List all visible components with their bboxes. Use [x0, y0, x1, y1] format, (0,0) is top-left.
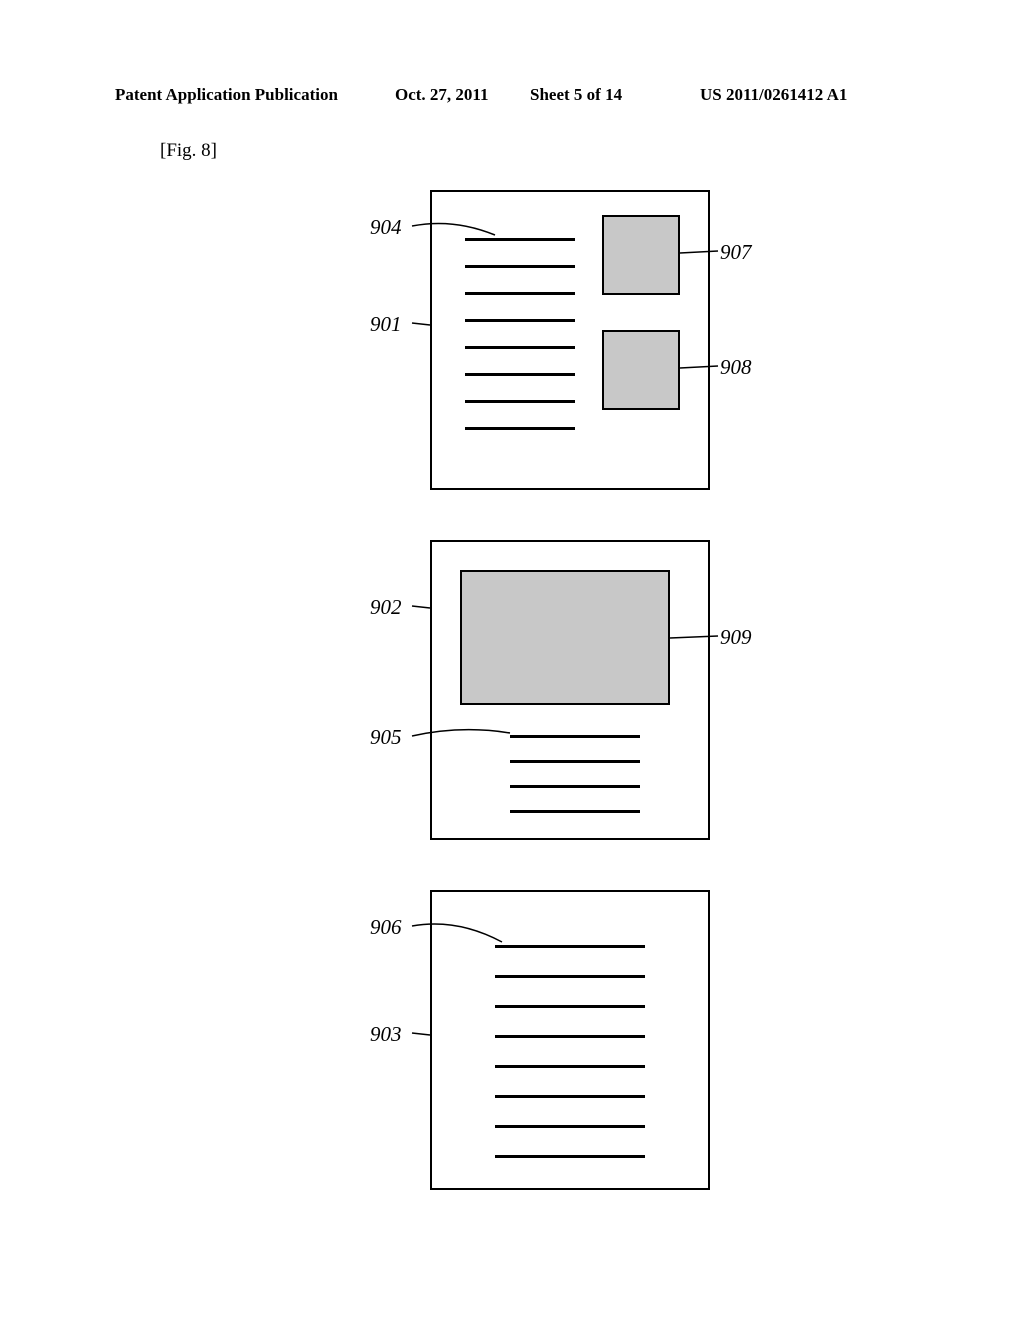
lead-line — [412, 924, 502, 942]
lead-line — [412, 606, 430, 608]
lead-line — [412, 223, 495, 235]
lead-line — [680, 251, 718, 253]
lead-line — [412, 323, 430, 325]
lead-line — [670, 636, 718, 638]
lead-line — [412, 730, 510, 736]
lead-line — [412, 1033, 430, 1035]
lead-lines — [0, 0, 1024, 1320]
lead-line — [680, 366, 718, 368]
